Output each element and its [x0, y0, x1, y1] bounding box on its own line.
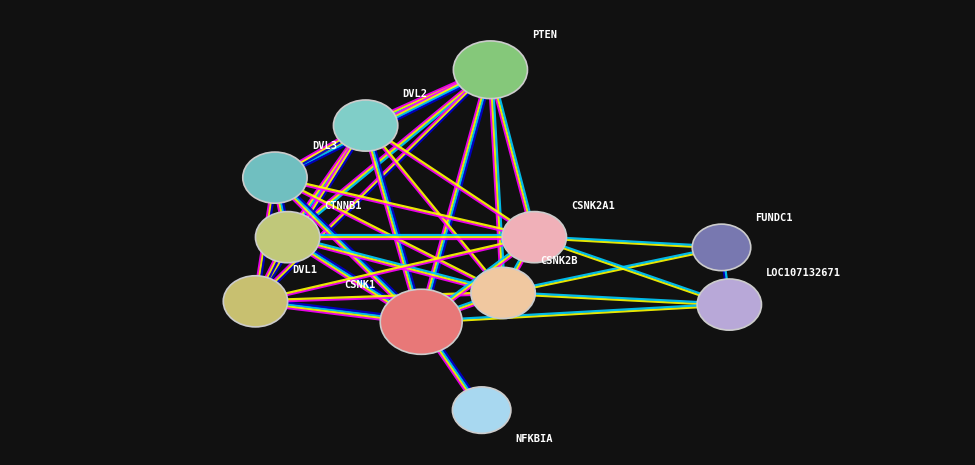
Text: CSNK2A1: CSNK2A1	[571, 200, 615, 211]
Ellipse shape	[255, 212, 320, 263]
Text: FUNDC1: FUNDC1	[756, 213, 793, 223]
Text: PTEN: PTEN	[532, 30, 558, 40]
Text: DVL3: DVL3	[312, 141, 337, 151]
Text: LOC107132671: LOC107132671	[766, 268, 841, 278]
Ellipse shape	[223, 276, 288, 327]
Text: CSNK1: CSNK1	[344, 279, 375, 290]
Ellipse shape	[697, 279, 761, 330]
Ellipse shape	[452, 387, 511, 433]
Text: DVL2: DVL2	[403, 89, 428, 99]
Ellipse shape	[380, 289, 462, 354]
Text: CSNK2B: CSNK2B	[540, 256, 577, 266]
Ellipse shape	[471, 267, 535, 319]
Ellipse shape	[453, 41, 527, 99]
Ellipse shape	[243, 152, 307, 203]
Ellipse shape	[502, 212, 566, 263]
Ellipse shape	[333, 100, 398, 151]
Text: NFKBIA: NFKBIA	[516, 434, 553, 445]
Ellipse shape	[692, 224, 751, 271]
Text: DVL1: DVL1	[292, 265, 318, 275]
Text: CTNNB1: CTNNB1	[325, 200, 362, 211]
